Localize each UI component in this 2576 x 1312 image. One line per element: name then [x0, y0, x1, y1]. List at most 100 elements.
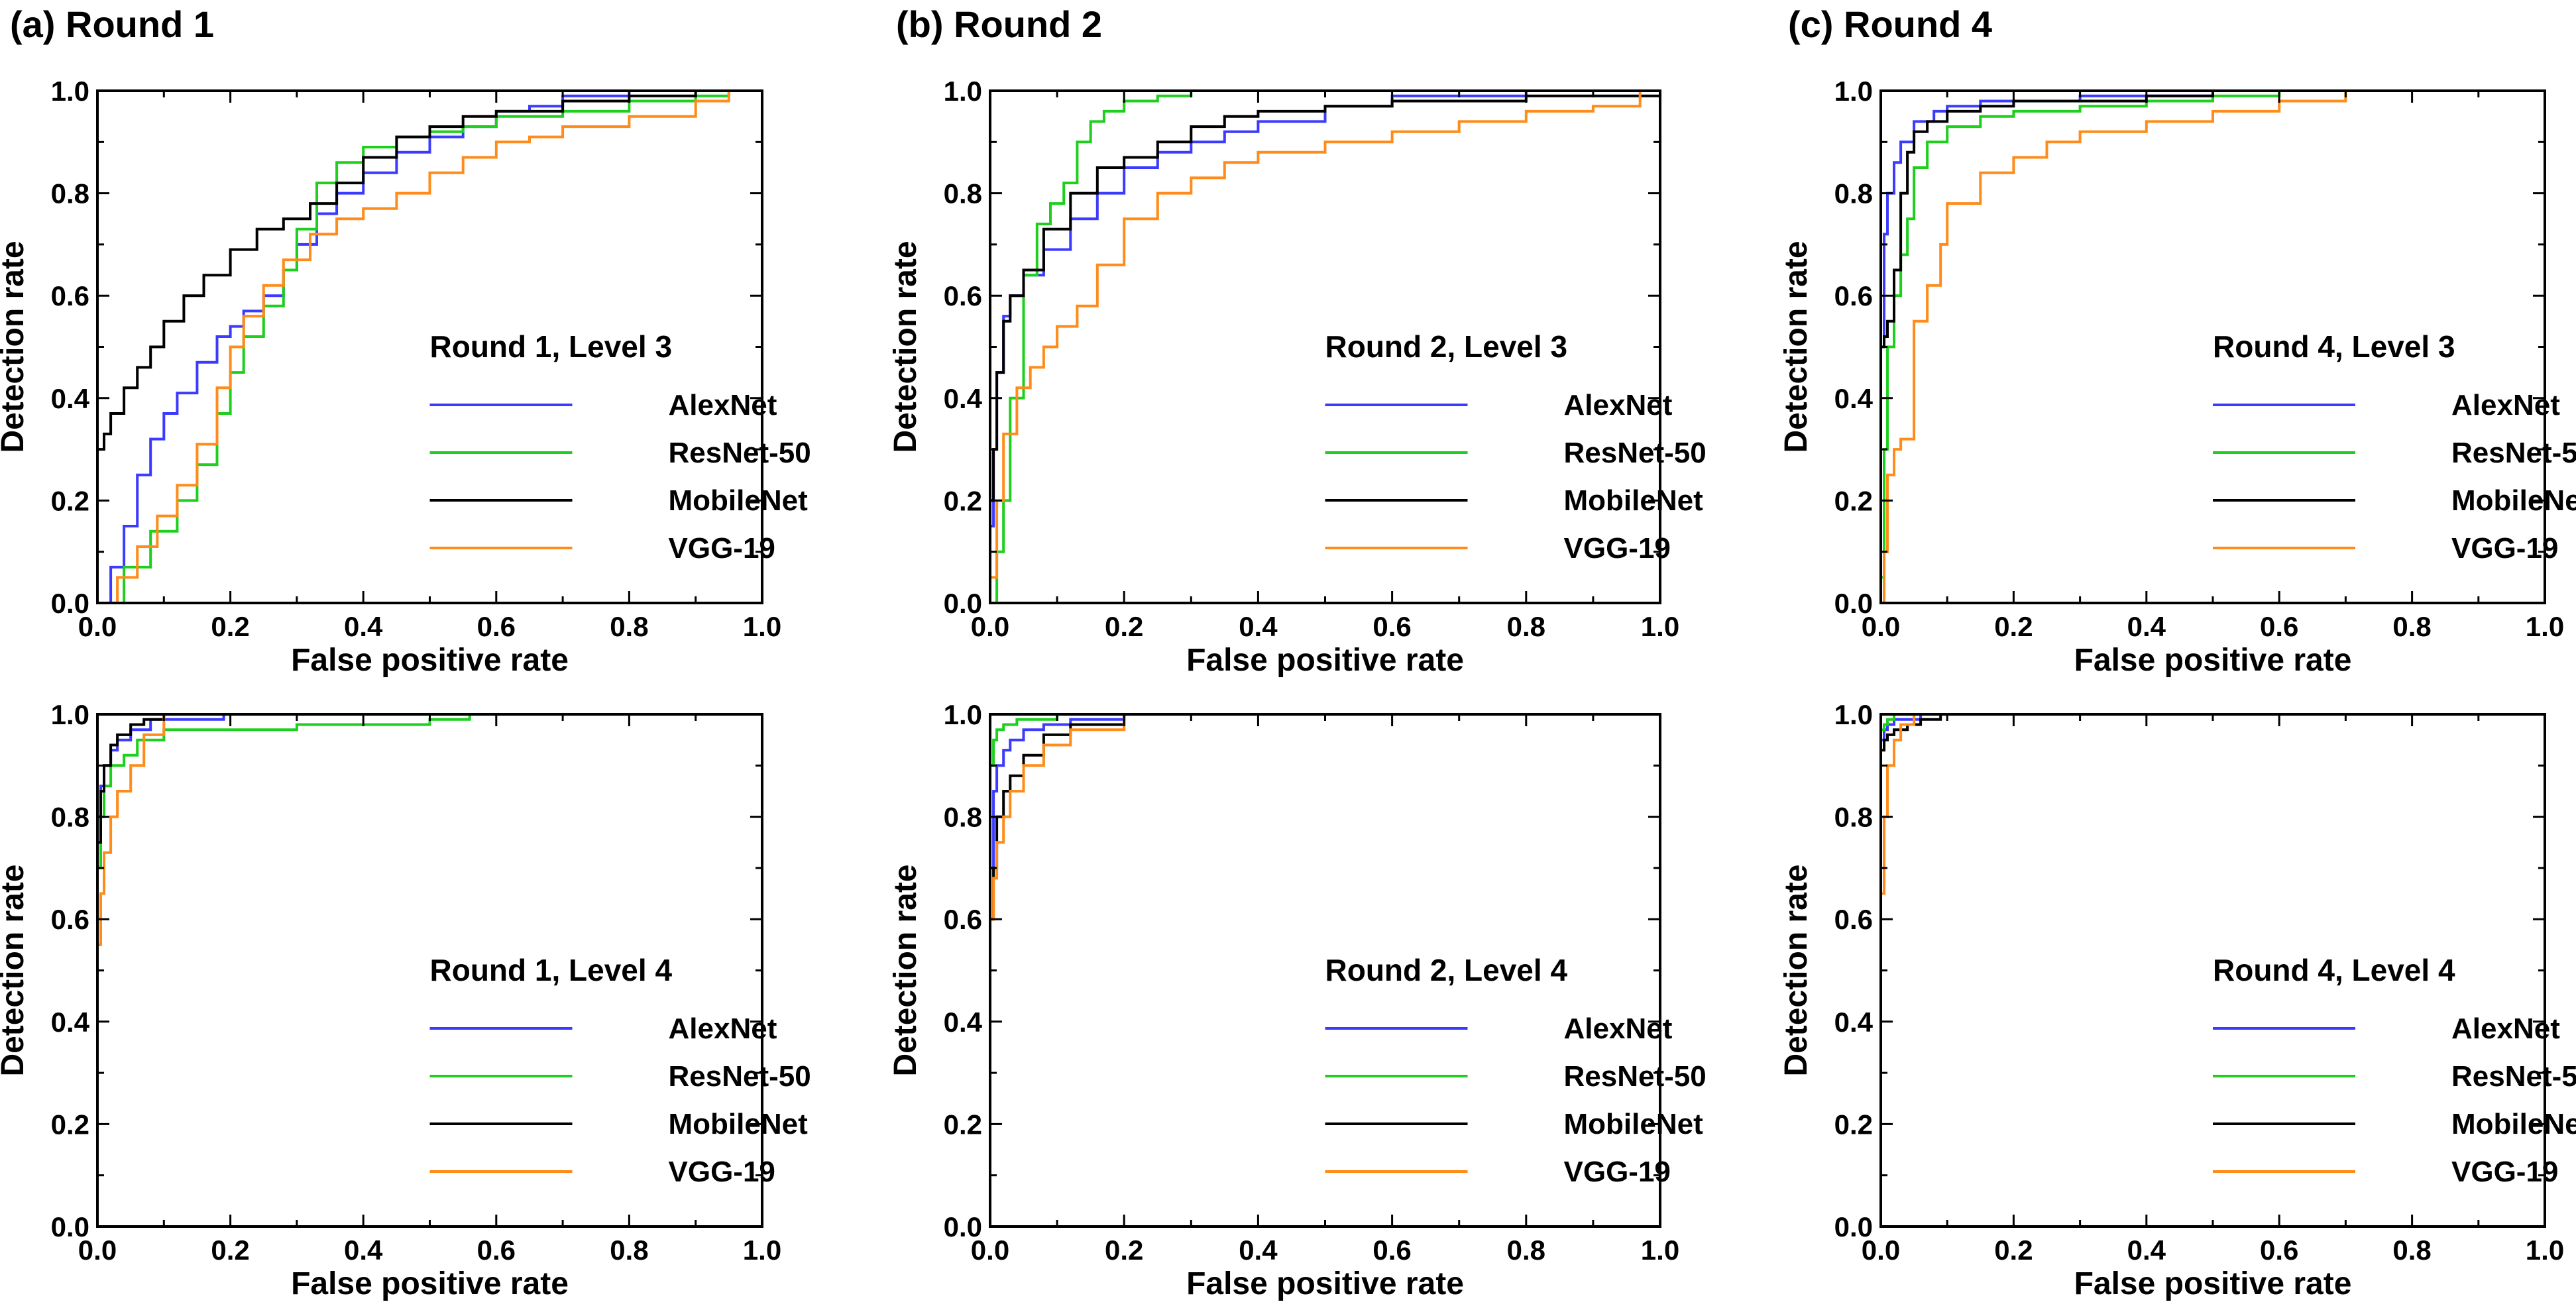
x-tick-label: 0.6 [2260, 611, 2298, 642]
legend-title: Round 4, Level 3 [2213, 329, 2455, 364]
legend-label: AlexNet [669, 389, 777, 421]
y-axis-label: Detection rate [0, 864, 30, 1076]
x-tick-label: 1.0 [743, 1234, 781, 1266]
panel-6: 0.0 0.2 0.4 0.6 0.8 1.0 0.0 0.2 0.4 0.6 0.8 1.0 Fals… [1779, 699, 2576, 1301]
x-tick-label: 0.0 [971, 611, 1009, 642]
x-tick-label: 0.6 [2260, 1234, 2298, 1266]
legend-label: ResNet-50 [2451, 437, 2576, 469]
series-line-mobilenet [97, 714, 166, 844]
y-tick-label: 0.6 [944, 280, 982, 311]
x-axis-label: False positive rate [1186, 643, 1464, 678]
legend-label: VGG-19 [669, 532, 775, 565]
x-tick-label: 0.0 [1862, 611, 1900, 642]
series-line-mobilenet [1881, 89, 2280, 349]
panel-4: 0.0 0.2 0.4 0.6 0.8 1.0 0.0 0.2 0.4 0.6 0.8 1.0 Fals… [0, 699, 811, 1301]
x-tick-label: 0.6 [477, 1234, 516, 1266]
legend-title: Round 2, Level 4 [1325, 953, 1568, 987]
legend-title: Round 1, Level 3 [430, 329, 673, 364]
x-tick-label: 0.8 [2392, 611, 2431, 642]
series-line-vgg-19 [97, 89, 762, 604]
legend-label: ResNet-50 [1564, 1060, 1707, 1093]
y-tick-label: 0.2 [944, 485, 982, 516]
legend-label: MobileNet [2451, 484, 2576, 517]
y-tick-label: 0.8 [944, 178, 982, 209]
y-tick-label: 0.4 [1834, 383, 1874, 414]
x-tick-label: 1.0 [1641, 611, 1679, 642]
x-tick-label: 0.4 [1239, 1234, 1278, 1266]
x-tick-label: 0.2 [211, 1234, 249, 1266]
y-tick-label: 0.0 [51, 1211, 89, 1242]
y-tick-label: 0.8 [944, 802, 982, 833]
x-tick-label: 0.2 [1105, 1234, 1143, 1266]
series-line-vgg-19 [990, 713, 1660, 921]
x-tick-label: 1.0 [2526, 611, 2564, 642]
legend-title: Round 2, Level 3 [1325, 329, 1568, 364]
y-tick-label: 0.8 [51, 178, 89, 209]
panel-2: 0.0 0.2 0.4 0.6 0.8 1.0 0.0 0.2 0.4 0.6 0.8 1.0 Fals… [888, 76, 1707, 678]
x-tick-label: 0.6 [1372, 611, 1411, 642]
series-line-vgg-19 [990, 91, 1642, 579]
y-tick-label: 1.0 [51, 76, 89, 107]
legend-label: MobileNet [2451, 1108, 2576, 1140]
legend-label: AlexNet [2451, 389, 2560, 421]
y-tick-label: 0.2 [51, 485, 89, 516]
x-tick-label: 0.4 [1239, 611, 1278, 642]
x-axis-label: False positive rate [1186, 1266, 1464, 1301]
legend-title: Round 1, Level 4 [430, 953, 673, 987]
y-tick-label: 0.0 [1834, 1211, 1873, 1242]
y-tick-label: 0.6 [1834, 280, 1873, 311]
x-tick-label: 0.0 [78, 611, 117, 642]
y-tick-label: 0.8 [51, 802, 89, 833]
legend-label: MobileNet [669, 1108, 809, 1140]
y-tick-label: 0.6 [51, 904, 89, 935]
x-tick-label: 1.0 [1641, 1234, 1679, 1266]
x-axis-label: False positive rate [2074, 643, 2352, 678]
series-line-vgg-19 [1881, 89, 2545, 604]
legend-title: Round 4, Level 4 [2213, 953, 2455, 987]
y-tick-label: 0.2 [944, 1109, 982, 1140]
y-tick-label: 0.6 [944, 904, 982, 935]
x-tick-label: 0.0 [78, 1234, 117, 1266]
y-tick-label: 0.4 [944, 1007, 983, 1038]
legend-label: MobileNet [669, 484, 809, 517]
series-line-resnet-50 [990, 714, 1059, 767]
legend-label: VGG-19 [669, 1156, 775, 1188]
x-tick-label: 0.8 [1507, 1234, 1545, 1266]
x-axis-label: False positive rate [291, 1266, 569, 1301]
series-line-resnet-50 [97, 91, 730, 604]
y-tick-label: 0.0 [944, 1211, 982, 1242]
panel-1: 0.0 0.2 0.4 0.6 0.8 1.0 0.0 0.2 0.4 0.6 0.8 1.0 Fals… [0, 76, 811, 678]
y-tick-label: 1.0 [1834, 76, 1873, 107]
y-tick-label: 0.4 [51, 383, 90, 414]
x-tick-label: 0.4 [2127, 1234, 2166, 1266]
y-tick-label: 0.2 [1834, 485, 1873, 516]
x-tick-label: 0.2 [1994, 611, 2033, 642]
y-axis-label: Detection rate [0, 241, 30, 453]
x-tick-label: 0.8 [610, 1234, 648, 1266]
x-tick-label: 1.0 [743, 611, 781, 642]
column-title-b: (b) Round 2 [896, 3, 1103, 45]
x-tick-label: 0.2 [1994, 1234, 2033, 1266]
x-tick-label: 0.4 [344, 1234, 383, 1266]
y-tick-label: 1.0 [944, 76, 982, 107]
y-tick-label: 1.0 [944, 699, 982, 730]
series-line-resnet-50 [97, 714, 471, 869]
legend-label: ResNet-50 [669, 1060, 811, 1093]
x-axis-label: False positive rate [2074, 1266, 2352, 1301]
y-tick-label: 1.0 [1834, 699, 1873, 730]
x-tick-label: 0.4 [2127, 611, 2166, 642]
y-axis-label: Detection rate [1779, 241, 1814, 453]
y-tick-label: 0.8 [1834, 802, 1873, 833]
series-line-alexnet [1881, 89, 2346, 349]
legend-label: AlexNet [2451, 1012, 2560, 1045]
y-tick-label: 0.8 [1834, 178, 1873, 209]
y-tick-label: 0.0 [1834, 588, 1873, 619]
x-tick-label: 0.8 [610, 611, 648, 642]
x-tick-label: 0.0 [971, 1234, 1009, 1266]
legend-label: ResNet-50 [2451, 1060, 2576, 1093]
y-tick-label: 0.6 [1834, 904, 1873, 935]
y-tick-label: 0.0 [944, 588, 982, 619]
legend-label: AlexNet [1564, 1012, 1673, 1045]
y-tick-label: 0.0 [51, 588, 89, 619]
